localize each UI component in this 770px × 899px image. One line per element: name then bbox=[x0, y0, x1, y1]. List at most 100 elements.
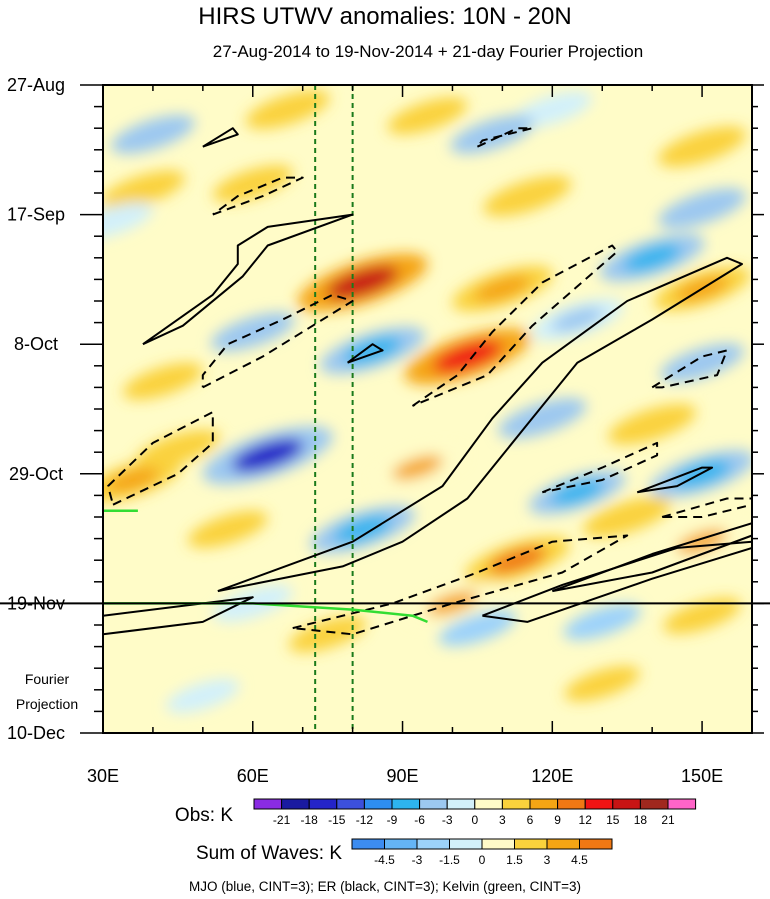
colorbar-label: 12 bbox=[579, 813, 593, 827]
anomaly-blob bbox=[438, 610, 517, 647]
anomaly-blob bbox=[392, 455, 443, 480]
anomaly-blob bbox=[188, 510, 268, 548]
colorbar-label: 4.5 bbox=[571, 853, 588, 867]
projection-label-line2: Projection bbox=[16, 696, 78, 712]
anomaly-blob bbox=[583, 496, 672, 538]
er-wave-contour bbox=[476, 127, 534, 148]
colorbar-swatch bbox=[481, 838, 515, 850]
colorbar-label: 0 bbox=[471, 813, 478, 827]
colorbar-label: 3 bbox=[544, 853, 551, 867]
colorbar-swatch bbox=[501, 798, 531, 810]
colorbar-swatch bbox=[667, 798, 697, 810]
colorbar-label: 15 bbox=[606, 813, 620, 827]
er-wave-contour bbox=[411, 244, 619, 407]
colorbar-swatch bbox=[281, 798, 310, 810]
plot-background bbox=[103, 85, 752, 733]
reference-longitude-lines bbox=[314, 85, 354, 733]
colorbar-swatch bbox=[336, 798, 365, 810]
anomaly-blob bbox=[288, 616, 367, 653]
colorbar-swatch bbox=[639, 798, 669, 810]
x-tick-label: 30E bbox=[87, 766, 119, 786]
colorbar-label: -21 bbox=[273, 813, 291, 827]
wave-contours bbox=[103, 127, 752, 636]
colorbar-swatch bbox=[391, 798, 421, 810]
colorbar-label: -9 bbox=[387, 813, 398, 827]
anomaly-blob bbox=[563, 603, 641, 640]
er-wave-contour bbox=[292, 534, 629, 636]
colorbar-swatch bbox=[351, 838, 385, 850]
er-wave-contour bbox=[142, 213, 354, 346]
colorbar-label: 1.5 bbox=[506, 853, 523, 867]
colorbar-label: 6 bbox=[527, 813, 534, 827]
anomaly-blob bbox=[135, 429, 220, 469]
er-wave-contour bbox=[482, 540, 752, 623]
er-wave-contour bbox=[217, 256, 743, 593]
waves-colorbar-title: Sum of Waves: K bbox=[196, 843, 342, 864]
colorbar-swatch bbox=[584, 798, 614, 810]
anomaly-blob bbox=[658, 126, 747, 167]
anomaly-blob bbox=[123, 362, 203, 400]
colorbar-label: -18 bbox=[301, 813, 319, 827]
plot-area bbox=[103, 85, 752, 733]
colorbar-swatch bbox=[529, 798, 559, 810]
anomaly-blob bbox=[103, 170, 185, 210]
colorbar-swatch bbox=[612, 798, 641, 810]
chart-title: HIRS UTWV anomalies: 10N - 20N bbox=[198, 3, 571, 30]
colorbar-swatch bbox=[474, 798, 503, 810]
colorbar-swatch bbox=[579, 838, 613, 850]
colorbar-swatch bbox=[363, 798, 393, 810]
chart-subtitle: 27-Aug-2014 to 19-Nov-2014 + 21-day Four… bbox=[213, 42, 643, 61]
colorbar-label: 21 bbox=[661, 813, 675, 827]
anomaly-blob bbox=[623, 244, 681, 272]
anomaly-blob bbox=[483, 175, 572, 217]
anomaly-blob bbox=[333, 515, 392, 543]
er-wave-contour bbox=[636, 466, 714, 494]
colorbar-swatch bbox=[557, 798, 586, 810]
colorbar-swatch bbox=[446, 798, 476, 810]
er-wave-contour bbox=[201, 293, 354, 389]
anomaly-blob bbox=[663, 597, 741, 634]
colorbar-label: 0 bbox=[479, 853, 486, 867]
x-axis: 30E 60E 90E 120E 150E bbox=[87, 85, 753, 786]
er-wave-contour bbox=[107, 411, 214, 506]
colorbar-label: -3 bbox=[412, 853, 423, 867]
colorbar-label: 9 bbox=[554, 813, 561, 827]
colorbar-swatch bbox=[416, 838, 450, 850]
obs-colorbar-title: Obs: K bbox=[175, 805, 233, 826]
er-wave-contour bbox=[212, 176, 304, 216]
anomaly-blob bbox=[245, 90, 330, 129]
x-tick-label: 60E bbox=[237, 766, 269, 786]
anomaly-blob bbox=[103, 202, 153, 240]
anomaly-blob bbox=[106, 467, 160, 493]
obs-colorbar: Obs: K -21 -18 -15 -12 -9 -6 -3 0 3 6 9 12 15 18 21 bbox=[175, 798, 697, 827]
anomaly-blob bbox=[608, 404, 697, 445]
anomaly-blob bbox=[231, 438, 304, 472]
y-tick-label: 8-Oct bbox=[14, 334, 58, 354]
anomaly-blob bbox=[326, 265, 399, 300]
er-wave-contour bbox=[661, 497, 752, 518]
colorbar-swatch bbox=[253, 798, 283, 810]
y-tick-label: 10-Dec bbox=[7, 723, 65, 743]
anomaly-blob bbox=[658, 188, 747, 229]
colorbar-label: 18 bbox=[634, 813, 648, 827]
colorbar-label: -3 bbox=[442, 813, 453, 827]
colorbar-label: -6 bbox=[414, 813, 425, 827]
anomaly-blob bbox=[387, 97, 468, 135]
waves-colorbar: Sum of Waves: K -4.5 -3 -1.5 0 1.5 3 4.5 bbox=[196, 838, 613, 867]
y-tick-label: 29-Oct bbox=[9, 464, 63, 484]
anomaly-blob bbox=[166, 678, 240, 714]
anomaly-field bbox=[103, 90, 752, 714]
er-wave-contour bbox=[651, 349, 728, 389]
colorbar-swatch bbox=[546, 838, 580, 850]
anomaly-blob bbox=[111, 115, 195, 154]
colorbar-label: 3 bbox=[499, 813, 506, 827]
wave-legend-note: MJO (blue, CINT=3); ER (black, CINT=3); … bbox=[189, 879, 581, 894]
colorbar-label: -12 bbox=[356, 813, 374, 827]
colorbar-swatch bbox=[308, 798, 338, 810]
x-tick-label: 120E bbox=[531, 766, 573, 786]
anomaly-blob bbox=[550, 479, 604, 505]
anomaly-blob bbox=[564, 666, 640, 702]
anomaly-blob bbox=[450, 115, 535, 154]
x-tick-label: 90E bbox=[387, 766, 419, 786]
